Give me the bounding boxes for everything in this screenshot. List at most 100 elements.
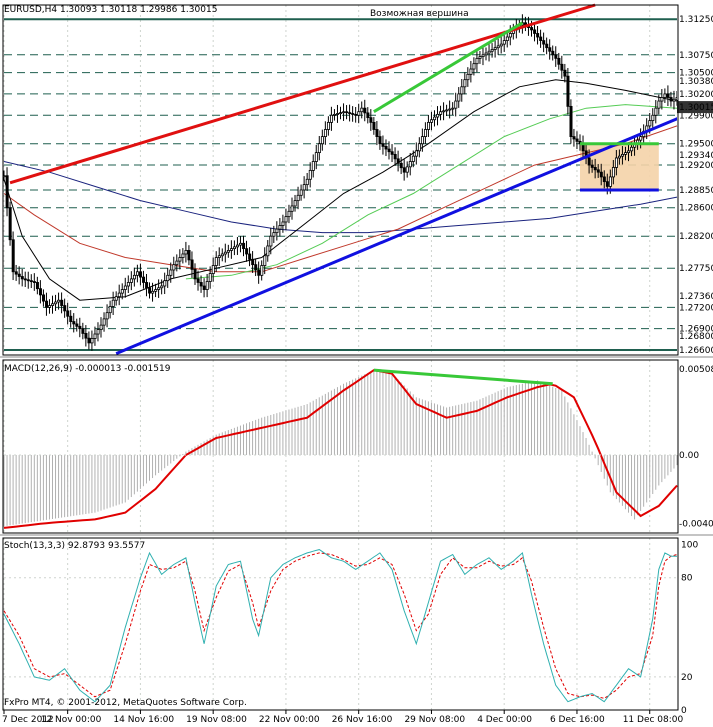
price-tag-bg (677, 201, 713, 214)
x-tick-label: 4 Dec 00:00 (477, 715, 532, 725)
candle-body (223, 251, 227, 255)
candle-body (390, 151, 394, 155)
candle-body (405, 166, 409, 173)
candle-body (611, 167, 615, 178)
candle-body (457, 93, 461, 102)
candle-body (542, 40, 546, 45)
candle-body (302, 184, 306, 191)
candle-body (357, 111, 361, 116)
candle-body (245, 248, 249, 255)
price-tick-label: 1.29900 (679, 111, 713, 121)
candle-body (530, 27, 534, 31)
candle-body (354, 113, 358, 116)
candle-body (48, 305, 52, 308)
candle-body (154, 289, 158, 292)
candle-body (411, 155, 415, 162)
candle-body (69, 315, 73, 322)
candle-body (481, 54, 485, 57)
candle-body (117, 292, 121, 298)
price-tick-label: 1.27200 (679, 303, 713, 313)
candle-body (208, 273, 212, 282)
candle-body (187, 250, 191, 261)
x-tick-label: 29 Nov 08:00 (404, 715, 465, 725)
price-tick-label: 1.30380 (679, 77, 713, 87)
macd-tick-label: 0.00508 (679, 365, 713, 375)
candle-body (11, 239, 15, 273)
candle-body (78, 325, 82, 330)
candle-body (54, 301, 58, 305)
stoch-signal-line (3, 552, 678, 699)
candle-body (369, 117, 373, 123)
panel-border (2, 359, 679, 534)
price-tag-bg (677, 13, 713, 26)
candle-body (648, 120, 652, 127)
price-tag-bg (677, 48, 713, 61)
candle-body (175, 260, 179, 266)
candle-body (184, 250, 188, 255)
stoch-tick-label: 100 (681, 541, 698, 551)
candle-body (51, 303, 55, 306)
candle-body (499, 43, 503, 47)
candle-body (548, 47, 552, 52)
stoch-tick-label: 20 (681, 673, 693, 683)
annotation-possible-top: Возможная вершина (370, 9, 469, 19)
candle-body (163, 280, 167, 287)
candle-body (396, 158, 400, 164)
candle-body (487, 50, 491, 54)
candle-body (660, 97, 664, 102)
candle-body (593, 167, 597, 171)
candle-body (472, 63, 476, 70)
stoch-main-line (3, 549, 677, 703)
candle-body (348, 112, 352, 114)
candle-body (32, 281, 36, 283)
candle-body (378, 136, 382, 145)
price-tick-label: 1.30750 (679, 51, 713, 61)
price-tick-label: 1.27750 (679, 264, 713, 274)
stoch-panel (3, 549, 678, 703)
candle-body (475, 57, 479, 65)
current-price-label: 1.30015 (679, 103, 713, 113)
candle-body (63, 305, 67, 312)
candle-body (87, 337, 91, 344)
candle-body (572, 136, 576, 140)
ma-navy (3, 161, 678, 234)
candle-body (232, 246, 236, 250)
price-tag-bg (677, 66, 713, 79)
price-tick-label: 1.27360 (679, 292, 713, 302)
candle-body (284, 216, 288, 223)
candle-body (190, 259, 194, 270)
candle-body (505, 36, 509, 41)
candle-body (75, 323, 79, 327)
candle-body (281, 221, 285, 226)
red-trendline (9, 3, 596, 185)
candle-body (251, 258, 255, 266)
candle-body (142, 276, 146, 283)
x-tick-label: 7 Dec 2012 (2, 715, 54, 725)
candle-body (60, 299, 64, 306)
candle-body (330, 114, 334, 123)
candle-body (336, 113, 340, 115)
candle-body (363, 107, 367, 114)
candle-body (254, 264, 258, 271)
candle-body (311, 161, 315, 171)
candle-body (536, 33, 540, 38)
candle-body (654, 107, 658, 116)
price-tick-label: 1.30200 (679, 90, 713, 100)
candle-body (229, 248, 233, 251)
ma-green (185, 104, 678, 280)
candle-body (430, 119, 434, 123)
candle-body (29, 280, 33, 283)
candle-body (672, 98, 676, 102)
candle-body (551, 50, 555, 56)
x-tick-label: 19 Nov 08:00 (186, 715, 247, 725)
price-tick-label: 1.26600 (679, 346, 713, 356)
candle-body (596, 169, 600, 173)
candle-body (420, 136, 424, 145)
candle-body (93, 333, 97, 339)
candle-body (639, 136, 643, 141)
candle-body (196, 278, 200, 283)
candle-body (469, 68, 473, 75)
blue-trendline (115, 102, 713, 355)
candle-body (260, 265, 264, 276)
